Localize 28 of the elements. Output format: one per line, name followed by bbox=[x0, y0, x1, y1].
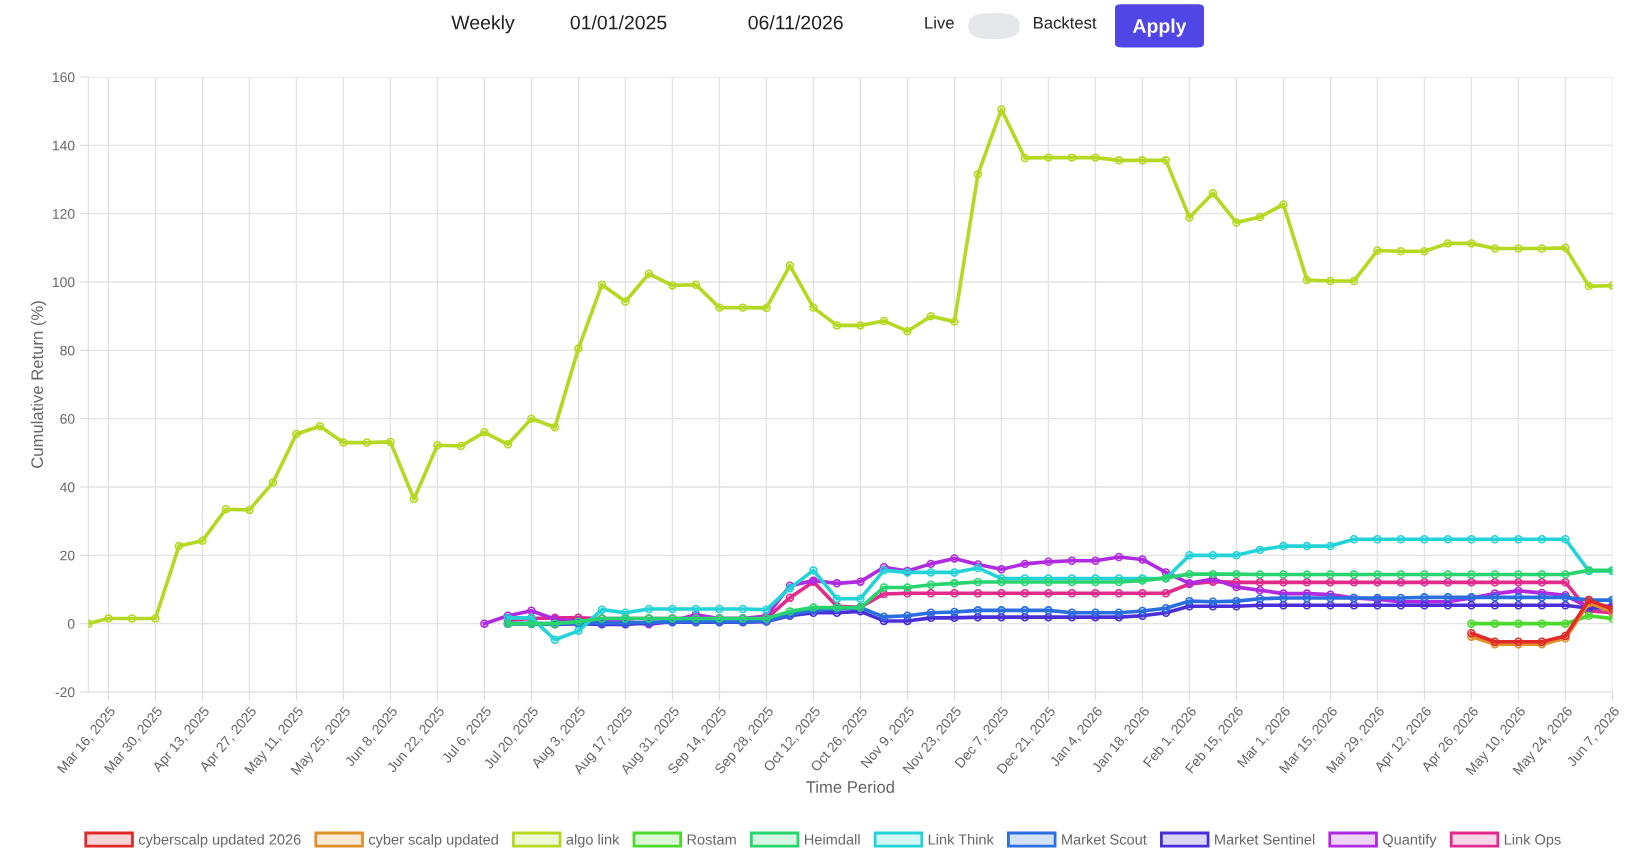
y-axis-title: Cumulative Return (%) bbox=[30, 301, 47, 468]
text: Apply bbox=[1132, 18, 1187, 37]
legend-label: cyberscalp updated 2026 bbox=[138, 833, 301, 848]
text: 06/11/2026 bbox=[748, 15, 843, 30]
y-tick-label: -20 bbox=[55, 687, 75, 698]
y-tick-label: 100 bbox=[52, 277, 75, 288]
text: 01/01/2025 bbox=[570, 15, 667, 30]
legend-label: Market Sentinel bbox=[1215, 833, 1315, 845]
y-tick-label: 120 bbox=[52, 208, 75, 219]
y-tick-label: 20 bbox=[60, 550, 75, 561]
legend-label: Market Scout bbox=[1062, 833, 1147, 845]
legend-label: Link Think bbox=[928, 833, 994, 845]
y-tick-label: 40 bbox=[59, 482, 75, 493]
text: Backtest bbox=[1034, 16, 1097, 29]
y-tick-label: 60 bbox=[60, 413, 75, 424]
text: Live bbox=[925, 16, 954, 29]
text: Weekly bbox=[451, 15, 515, 34]
x-axis-title: Time Period bbox=[806, 780, 894, 793]
y-tick-label: 160 bbox=[52, 72, 75, 83]
legend-label: Heimdall bbox=[805, 833, 860, 845]
legend-label: Quantify bbox=[1382, 833, 1437, 848]
legend-label: Rostam bbox=[687, 834, 736, 845]
legend-label: algo link bbox=[566, 833, 620, 848]
legend-label: Link Ops bbox=[1504, 833, 1561, 848]
y-tick-label: 140 bbox=[52, 140, 75, 151]
legend-label: cyber scalp updated bbox=[368, 833, 498, 848]
y-tick-label: 0 bbox=[67, 619, 75, 629]
y-tick-label: 80 bbox=[60, 345, 75, 356]
